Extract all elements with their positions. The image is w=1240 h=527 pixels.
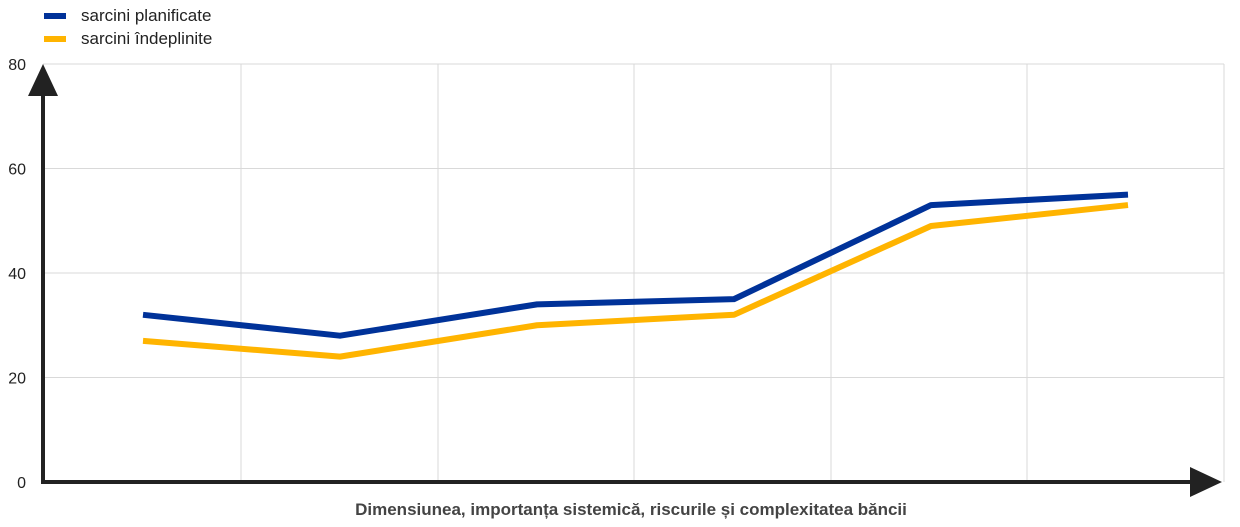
- legend-swatch-completed: [44, 35, 66, 42]
- y-axis-arrow: [28, 64, 58, 96]
- axes: [28, 64, 1222, 497]
- legend-item-completed: sarcini îndeplinite: [44, 27, 212, 50]
- series-lines: [142, 191, 1129, 360]
- series-line-1: [142, 191, 1129, 339]
- y-tick-label-0: 0: [17, 475, 26, 492]
- legend-label-completed: sarcini îndeplinite: [81, 28, 213, 48]
- series-line-2: [142, 202, 1129, 360]
- legend-item-planned: sarcini planificate: [44, 4, 212, 27]
- x-axis-arrow: [1190, 467, 1222, 497]
- legend: sarcini planificate sarcini îndeplinite: [44, 4, 212, 50]
- y-axis-ticks: 0 20 40 60 80: [8, 57, 26, 492]
- y-tick-label-40: 40: [8, 266, 26, 283]
- y-tick-label-60: 60: [8, 162, 26, 179]
- legend-swatch-planned: [44, 12, 66, 19]
- x-axis-title: Dimensiunea, importanța sistemică, riscu…: [355, 500, 907, 519]
- grid: [43, 63, 1225, 482]
- y-tick-label-80: 80: [8, 57, 26, 74]
- legend-label-planned: sarcini planificate: [81, 5, 212, 25]
- y-tick-label-20: 20: [8, 371, 26, 388]
